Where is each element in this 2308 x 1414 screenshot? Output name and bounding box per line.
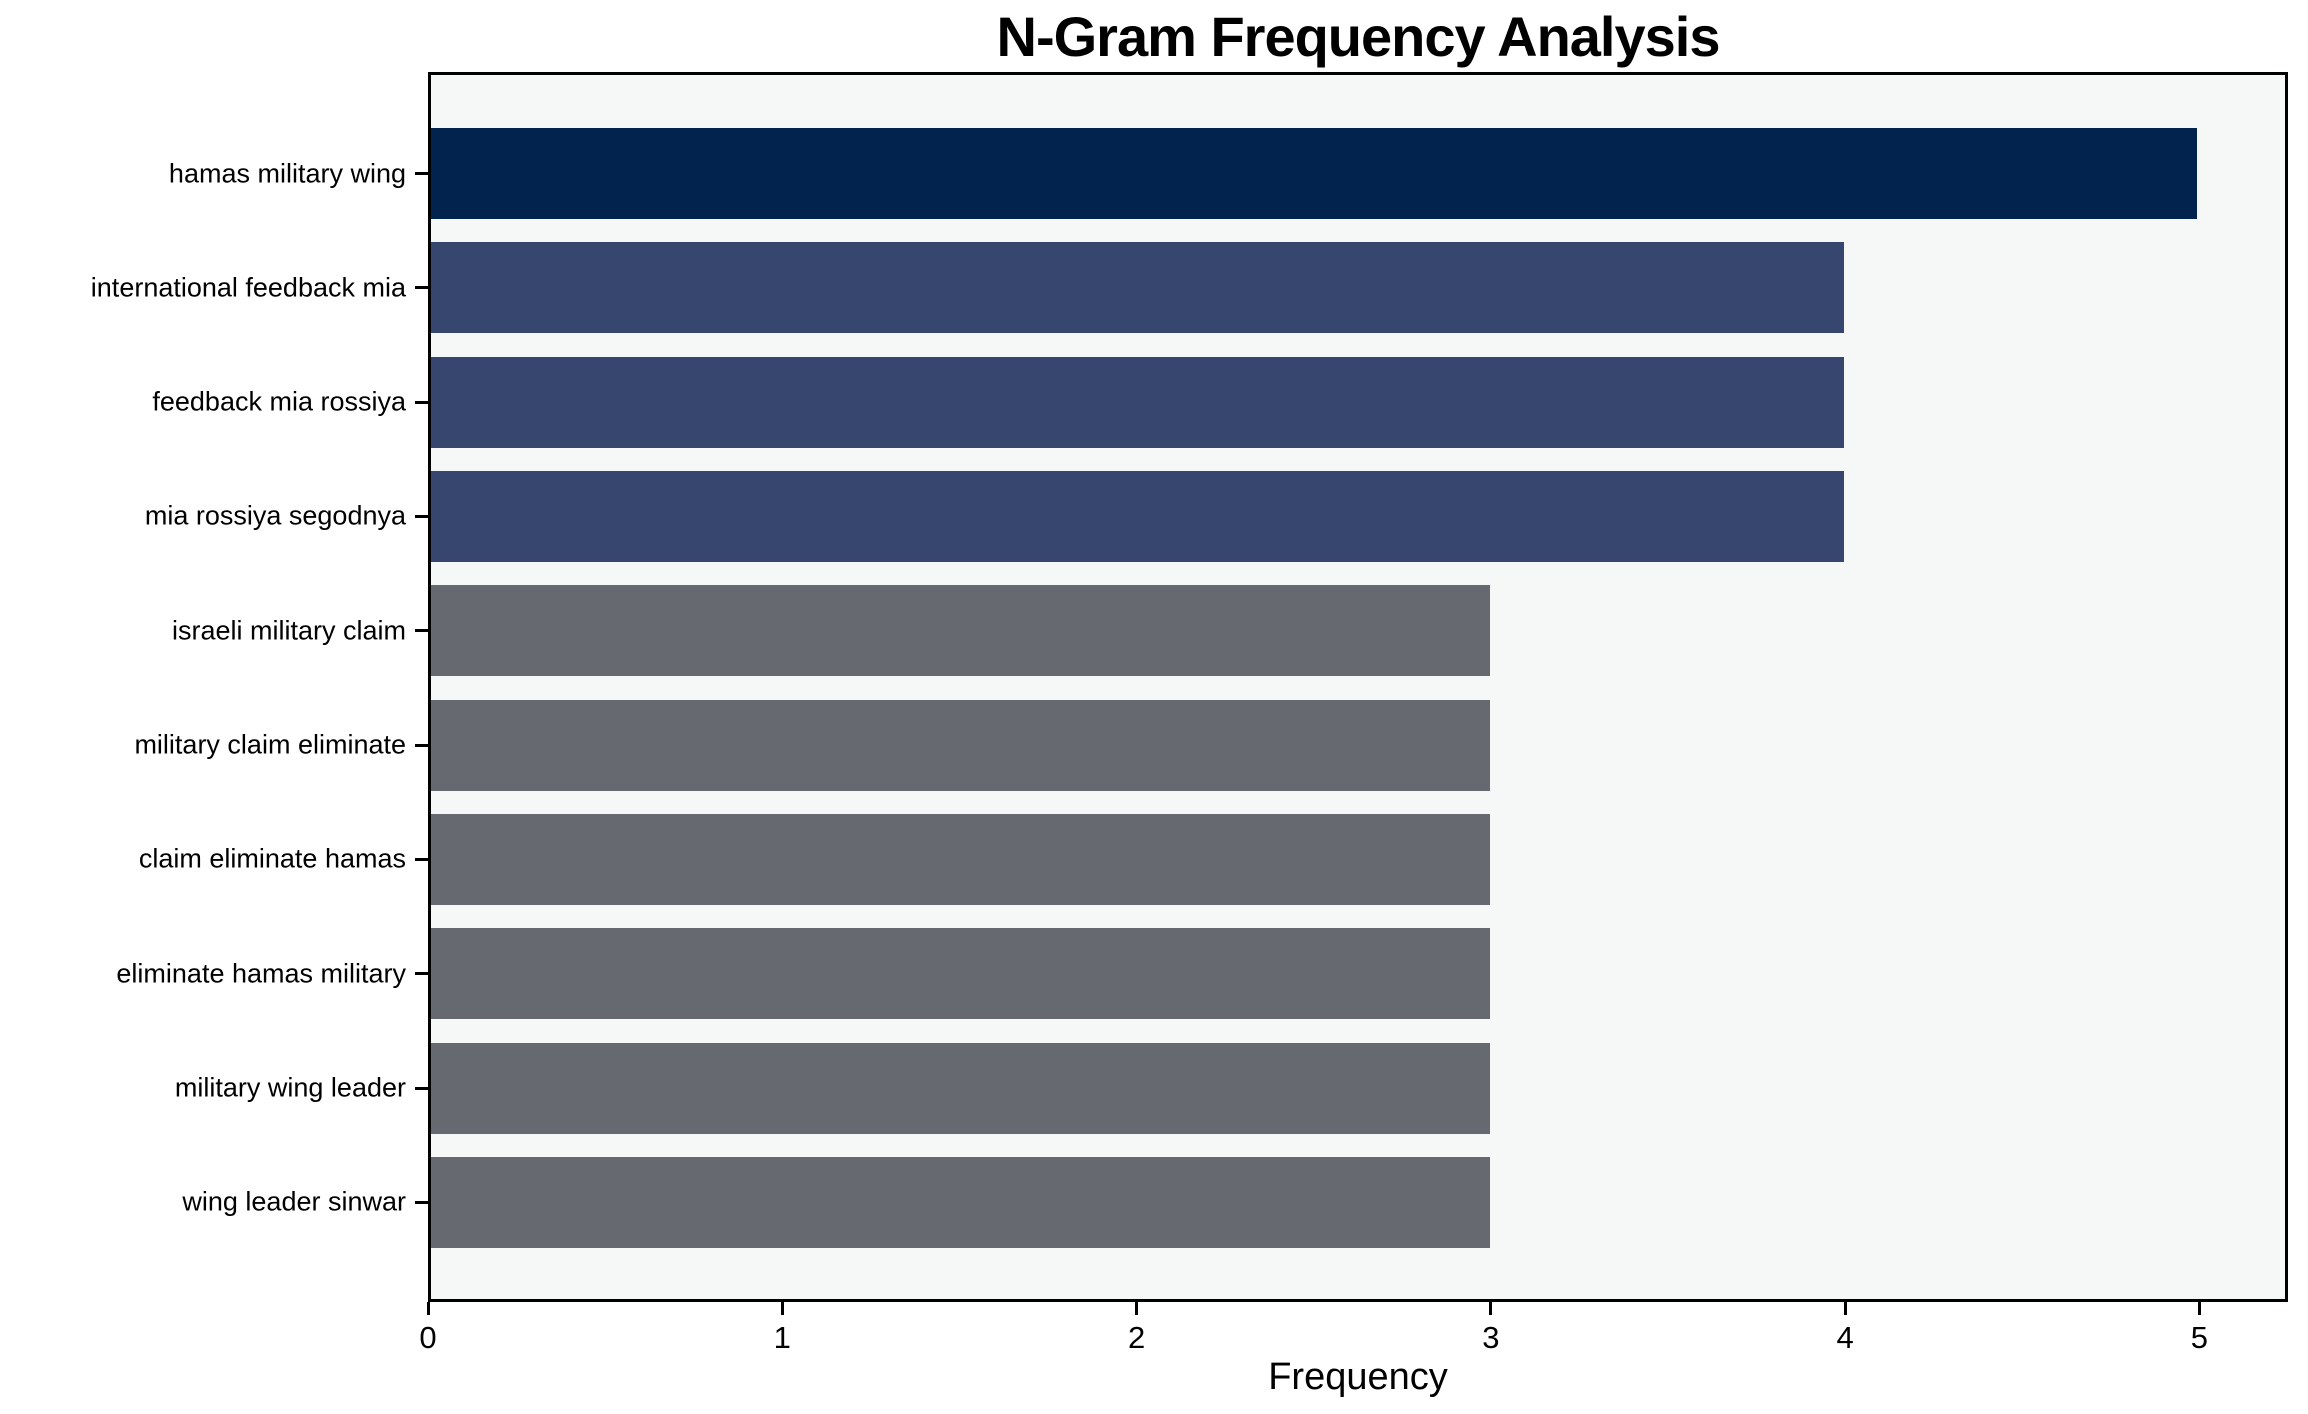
y-tick-label: wing leader sinwar <box>182 1186 406 1217</box>
bar <box>431 813 1491 905</box>
y-tick-label: military claim eliminate <box>134 729 406 760</box>
x-tick-label: 0 <box>419 1320 437 1355</box>
y-tick-mark <box>415 514 428 518</box>
x-tick-label: 2 <box>1127 1320 1146 1355</box>
bar <box>431 585 1491 677</box>
y-tick-mark <box>415 286 428 290</box>
x-axis-title: Frequency <box>1268 1356 1448 1398</box>
y-tick-label: israeli military claim <box>171 615 406 646</box>
y-tick-mark <box>415 972 428 976</box>
bar <box>431 128 2197 219</box>
y-tick-label: international feedback mia <box>90 272 406 303</box>
bar <box>431 1042 1491 1134</box>
bar <box>431 470 1844 562</box>
x-tick-label: 4 <box>1836 1320 1854 1355</box>
y-tick-label: hamas military wing <box>168 158 406 188</box>
bar <box>431 356 1844 448</box>
y-tick-mark <box>415 857 428 861</box>
y-tick-label: feedback mia rossiya <box>152 386 406 417</box>
y-tick-label: claim eliminate hamas <box>138 843 406 874</box>
x-tick-mark <box>1843 1302 1847 1315</box>
x-tick-mark <box>426 1302 430 1315</box>
x-tick-mark <box>780 1302 784 1315</box>
plot-area <box>428 72 2288 1302</box>
y-tick-label: military wing leader <box>174 1072 406 1103</box>
x-tick-label: 3 <box>1482 1320 1500 1355</box>
x-tick-label: 1 <box>773 1320 791 1355</box>
y-tick-label: eliminate hamas military <box>116 958 406 989</box>
chart-title: N-Gram Frequency Analysis <box>996 5 1721 68</box>
bar <box>431 242 1844 334</box>
bar <box>431 699 1491 791</box>
y-tick-label: mia rossiya segodnya <box>144 500 406 531</box>
y-tick-mark <box>415 1086 428 1090</box>
bar <box>431 928 1491 1020</box>
x-tick-mark <box>1489 1302 1493 1315</box>
y-tick-mark <box>415 629 428 633</box>
x-tick-label: 5 <box>2190 1320 2209 1355</box>
bar <box>431 1156 1491 1248</box>
y-tick-mark <box>415 743 428 747</box>
y-tick-mark <box>415 1200 428 1204</box>
x-tick-mark <box>2197 1302 2201 1315</box>
y-tick-mark <box>415 172 428 175</box>
y-tick-mark <box>415 400 428 404</box>
x-tick-mark <box>1135 1302 1139 1315</box>
